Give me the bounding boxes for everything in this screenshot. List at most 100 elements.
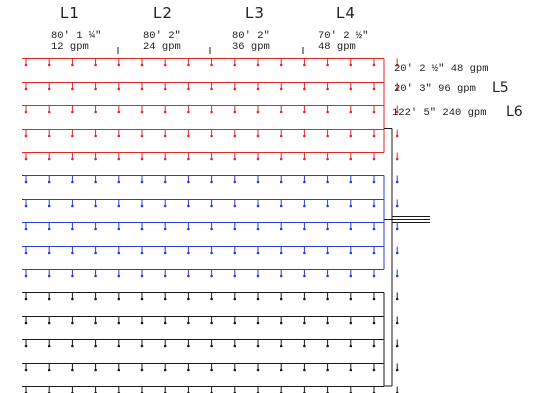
sprinkler-head — [94, 157, 97, 161]
sprinkler-head — [24, 297, 28, 301]
sprinkler-head — [349, 321, 353, 325]
sprinkler-head — [279, 368, 283, 372]
sprinkler-head — [372, 87, 376, 91]
sprinkler-head — [395, 157, 399, 161]
sprinkler-head — [256, 157, 260, 161]
loop-length-l3: 80' 2" — [232, 30, 270, 42]
sprinkler-head — [233, 157, 237, 161]
sprinkler-head — [71, 87, 74, 91]
sprinkler-head — [395, 251, 399, 255]
sprinkler-head — [71, 344, 74, 348]
sprinkler-head — [210, 251, 213, 255]
sprinkler-head — [303, 110, 306, 114]
sprinkler-head — [372, 110, 376, 114]
sprinkler-head — [24, 110, 28, 114]
sprinkler-head — [117, 251, 121, 255]
sprinkler-head — [163, 87, 167, 91]
sprinkler-head — [279, 204, 283, 208]
loop-label-l5: L5 — [492, 80, 509, 96]
sprinkler-head — [349, 297, 353, 301]
loop-label-l2: L2 — [153, 4, 173, 22]
sprinkler-head — [187, 297, 190, 301]
sprinkler-head — [24, 321, 28, 325]
sprinkler-head — [372, 227, 376, 231]
sprinkler-head — [140, 297, 144, 301]
sprinkler-head — [71, 251, 74, 255]
sprinkler-head — [24, 87, 28, 91]
sprinkler-head — [163, 63, 167, 67]
sprinkler-head — [233, 87, 237, 91]
sprinkler-head — [140, 87, 144, 91]
sprinkler-head — [349, 274, 353, 278]
sprinkler-head — [163, 134, 167, 138]
sprinkler-head — [395, 344, 399, 348]
sprinkler-head — [163, 321, 167, 325]
sprinkler-head — [233, 110, 237, 114]
sprinkler-head — [47, 368, 51, 372]
sprinkler-head — [303, 180, 306, 184]
sprinkler-head — [94, 63, 97, 67]
sprinkler-head — [94, 110, 97, 114]
sprinkler-head — [349, 251, 353, 255]
sprinkler-head — [372, 157, 376, 161]
sprinkler-head — [210, 87, 213, 91]
sprinkler-head — [94, 251, 97, 255]
main-segment-3-label: 122' 5" 240 gpm — [392, 107, 487, 119]
sprinkler-head — [94, 180, 97, 184]
loop-flow-l1: 12 gpm — [51, 41, 89, 53]
main-segment-1-label: 20' 2 ½" 48 gpm — [394, 63, 489, 75]
sprinkler-head — [303, 63, 306, 67]
sprinkler-head — [256, 368, 260, 372]
sprinkler-head — [94, 344, 97, 348]
loop-label-l3: L3 — [245, 4, 265, 22]
sprinkler-head — [163, 204, 167, 208]
sprinkler-head — [372, 134, 376, 138]
sprinkler-head — [256, 87, 260, 91]
sprinkler-head — [349, 180, 353, 184]
sprinkler-head — [395, 180, 399, 184]
sprinkler-head — [303, 157, 306, 161]
sprinkler-head — [210, 110, 213, 114]
sprinkler-head — [326, 63, 329, 67]
sprinkler-head — [303, 87, 306, 91]
sprinkler-head — [279, 63, 283, 67]
sprinkler-head — [117, 63, 121, 67]
sprinkler-head — [94, 227, 97, 231]
sprinkler-head — [140, 227, 144, 231]
sprinkler-head — [94, 87, 97, 91]
sprinkler-head — [117, 274, 121, 278]
sprinkler-head — [117, 204, 121, 208]
sprinkler-head — [71, 227, 74, 231]
sprinkler-head — [233, 274, 237, 278]
loop-length-l4: 70' 2 ½" — [318, 30, 369, 42]
loop-label-l4: L4 — [336, 4, 356, 22]
sprinkler-head — [117, 157, 121, 161]
sprinkler-head — [372, 63, 376, 67]
sprinkler-head — [395, 227, 399, 231]
sprinkler-head — [233, 368, 237, 372]
sprinkler-head — [279, 157, 283, 161]
sprinkler-head — [326, 180, 329, 184]
sprinkler-head — [279, 321, 283, 325]
sprinkler-head — [187, 204, 190, 208]
sprinkler-heads — [24, 58, 399, 393]
sprinkler-head — [210, 157, 213, 161]
sprinkler-head — [94, 297, 97, 301]
sprinkler-head — [47, 274, 51, 278]
sprinkler-head — [279, 180, 283, 184]
sprinkler-head — [71, 368, 74, 372]
sprinkler-head — [47, 63, 51, 67]
sprinkler-head — [256, 344, 260, 348]
sprinkler-head — [47, 134, 51, 138]
sprinkler-head — [140, 134, 144, 138]
sprinkler-head — [210, 63, 213, 67]
sprinkler-head — [395, 297, 399, 301]
sprinkler-head — [233, 297, 237, 301]
sprinkler-head — [187, 134, 190, 138]
sprinkler-head — [256, 180, 260, 184]
sprinkler-head — [256, 63, 260, 67]
sprinkler-head — [279, 87, 283, 91]
sprinkler-head — [256, 321, 260, 325]
sprinkler-head — [210, 297, 213, 301]
sprinkler-head — [326, 134, 329, 138]
